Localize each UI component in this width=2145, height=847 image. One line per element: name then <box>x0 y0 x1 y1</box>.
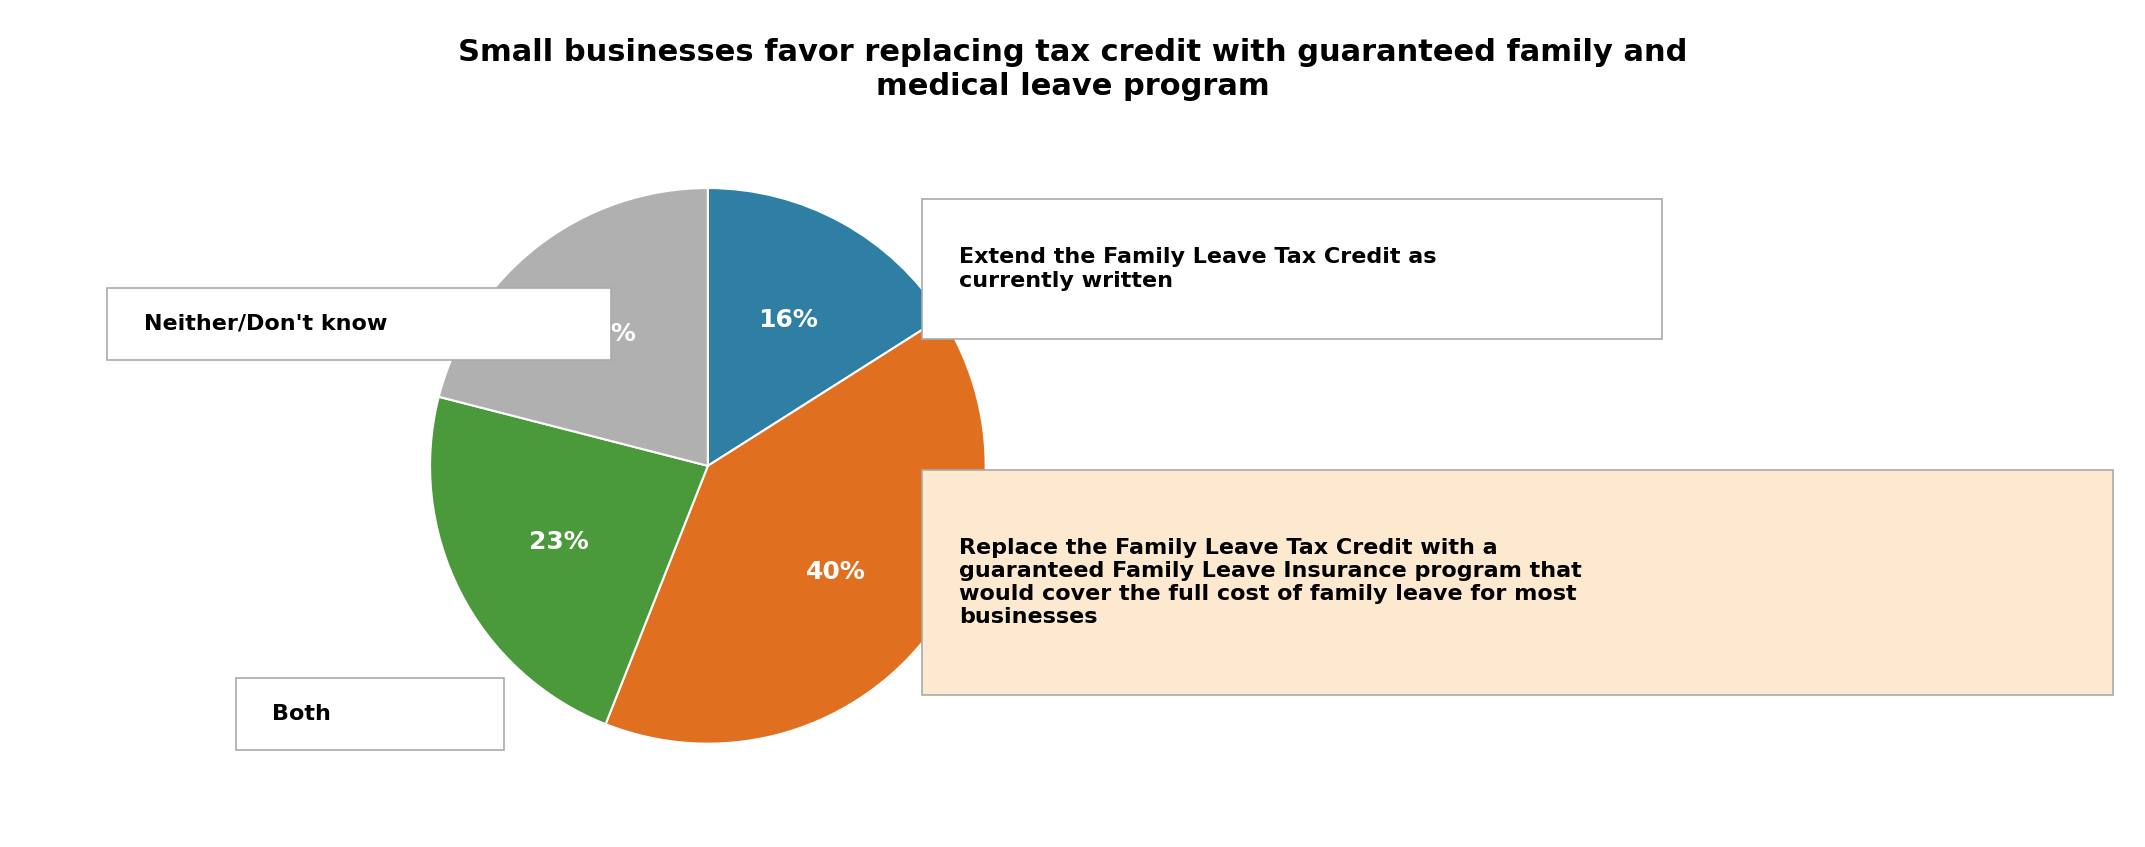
Text: Small businesses favor replacing tax credit with guaranteed family and
medical l: Small businesses favor replacing tax cre… <box>457 38 1688 101</box>
Wedge shape <box>605 317 987 744</box>
Text: 40%: 40% <box>807 560 867 584</box>
Wedge shape <box>440 188 708 466</box>
Wedge shape <box>429 396 708 724</box>
Text: 16%: 16% <box>757 307 817 332</box>
Text: 23%: 23% <box>530 529 590 554</box>
Text: Both: Both <box>272 704 330 723</box>
Wedge shape <box>708 188 942 466</box>
Text: 21%: 21% <box>575 322 635 346</box>
Text: Neither/Don't know: Neither/Don't know <box>144 314 386 334</box>
Text: Extend the Family Leave Tax Credit as
currently written: Extend the Family Leave Tax Credit as cu… <box>959 247 1437 291</box>
Text: Replace the Family Leave Tax Credit with a
guaranteed Family Leave Insurance pro: Replace the Family Leave Tax Credit with… <box>959 538 1581 627</box>
